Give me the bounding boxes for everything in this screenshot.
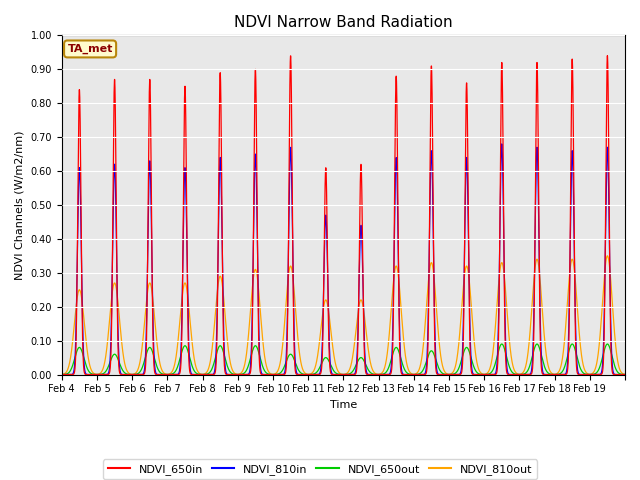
Text: TA_met: TA_met <box>67 44 113 54</box>
NDVI_650out <box>395 348 403 354</box>
NDVI_810in <box>58 372 66 377</box>
NDVI_810in <box>526 372 534 377</box>
NDVI_810out <box>58 372 66 377</box>
NDVI_810in <box>374 372 382 377</box>
Line: NDVI_650out: NDVI_650out <box>62 344 625 374</box>
Line: NDVI_650in: NDVI_650in <box>62 56 625 374</box>
NDVI_650out <box>540 363 548 369</box>
Line: NDVI_810out: NDVI_810out <box>62 256 625 374</box>
NDVI_810out <box>526 334 534 339</box>
NDVI_810in <box>175 371 182 377</box>
NDVI_810in <box>621 372 629 377</box>
NDVI_650out <box>58 372 66 377</box>
NDVI_650in <box>525 372 533 377</box>
NDVI_650in <box>621 372 629 377</box>
NDVI_810out <box>604 253 611 259</box>
NDVI_650in <box>498 60 506 66</box>
NDVI_810in <box>498 141 506 147</box>
NDVI_810in <box>395 271 403 276</box>
Y-axis label: NDVI Channels (W/m2/nm): NDVI Channels (W/m2/nm) <box>15 130 25 280</box>
NDVI_650in <box>58 372 66 377</box>
Title: NDVI Narrow Band Radiation: NDVI Narrow Band Radiation <box>234 15 452 30</box>
NDVI_650in <box>175 372 182 377</box>
NDVI_810in <box>364 372 372 377</box>
NDVI_650out <box>498 341 506 347</box>
NDVI_650in <box>395 265 403 271</box>
NDVI_810out <box>175 333 182 338</box>
NDVI_650in <box>540 372 548 377</box>
NDVI_650in <box>604 53 611 59</box>
NDVI_810out <box>498 260 506 265</box>
NDVI_810in <box>499 144 506 150</box>
Line: NDVI_810in: NDVI_810in <box>62 144 625 374</box>
NDVI_650out <box>305 372 312 377</box>
NDVI_650out <box>175 361 182 367</box>
NDVI_650out <box>526 363 534 369</box>
NDVI_810out <box>305 372 312 377</box>
NDVI_810in <box>540 372 548 377</box>
Legend: NDVI_650in, NDVI_810in, NDVI_650out, NDVI_810out: NDVI_650in, NDVI_810in, NDVI_650out, NDV… <box>103 459 537 479</box>
NDVI_810out <box>395 275 403 281</box>
NDVI_650out <box>365 367 372 373</box>
X-axis label: Time: Time <box>330 400 357 410</box>
NDVI_650out <box>621 372 629 377</box>
NDVI_650out <box>604 341 611 347</box>
NDVI_810out <box>365 348 372 353</box>
NDVI_810out <box>621 372 629 377</box>
NDVI_650in <box>364 372 372 377</box>
NDVI_810out <box>540 332 548 338</box>
